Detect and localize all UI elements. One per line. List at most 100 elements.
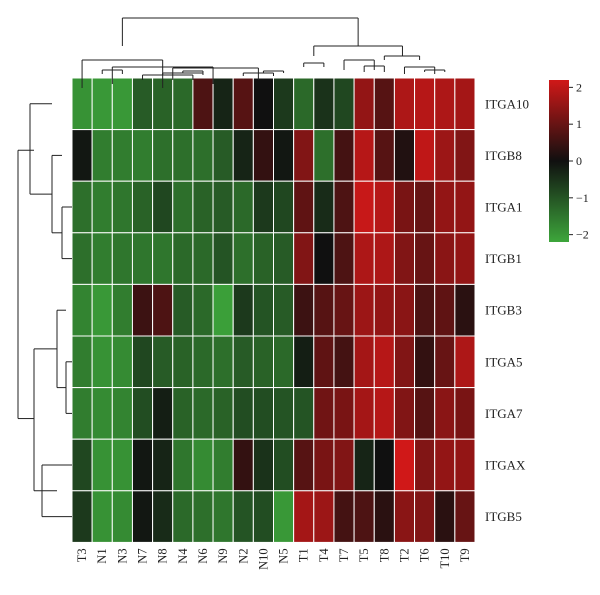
- heatmap-cell-itga7-t3: [71, 387, 93, 440]
- heatmap-cell-itga5-t2: [393, 335, 416, 389]
- row-label-itgb8: ITGB8: [485, 148, 522, 163]
- column-label-n9: N9: [216, 548, 230, 563]
- heatmap-cell-itgax-n10: [252, 438, 275, 492]
- heatmap-cell-itga7-n9: [212, 387, 234, 440]
- heatmap-cell-itgb8-t2: [393, 129, 416, 182]
- heatmap-cell-itga1-t7: [333, 180, 355, 234]
- heatmap-cell-itgb1-t7: [333, 232, 355, 285]
- heatmap-cells: [71, 77, 476, 543]
- heatmap-cell-itga1-t5: [353, 180, 375, 234]
- heatmap-cell-itgb5-t3: [71, 490, 93, 543]
- heatmap-cell-itga5-t5: [353, 335, 375, 389]
- heatmap-cell-itgb8-t10: [434, 129, 456, 182]
- row-label-itga1: ITGA1: [485, 200, 523, 215]
- column-label-t2: T2: [397, 548, 411, 562]
- heatmap-cell-itga7-t2: [393, 387, 416, 440]
- heatmap-cell-itgb5-n1: [91, 490, 113, 543]
- heatmap-cell-itgb3-n2: [232, 283, 254, 337]
- heatmap-cell-itga1-n4: [172, 180, 194, 234]
- heatmap-cell-itga5-t8: [373, 335, 395, 389]
- heatmap-cell-itgax-t1: [293, 438, 315, 492]
- heatmap-cell-itga7-t9: [454, 387, 476, 440]
- heatmap-cell-itga5-n4: [172, 335, 194, 389]
- heatmap-cell-itga7-n2: [232, 387, 254, 440]
- heatmap-cell-itgb8-n3: [111, 129, 133, 182]
- column-label-t8: T8: [377, 548, 391, 562]
- heatmap-cell-itga1-t2: [393, 180, 416, 234]
- column-label-t10: T10: [438, 548, 452, 568]
- heatmap-cell-itgax-n3: [111, 438, 133, 492]
- heatmap-cell-itga7-t6: [414, 387, 436, 440]
- heatmap-cell-itgb5-n3: [111, 490, 133, 543]
- row-label-itga5: ITGA5: [485, 354, 523, 369]
- column-label-t1: T1: [297, 548, 311, 562]
- heatmap-cell-itgb3-t3: [71, 283, 93, 337]
- heatmap-cell-itga5-n8: [152, 335, 174, 389]
- heatmap-cell-itga1-n6: [192, 180, 214, 234]
- heatmap-cell-itga10-n4: [172, 77, 194, 131]
- heatmap-cell-itgb8-t4: [313, 129, 335, 182]
- heatmap-cell-itga5-n2: [232, 335, 254, 389]
- heatmap-cell-itgb3-t2: [393, 283, 416, 337]
- heatmap-cell-itgb1-n5: [273, 232, 295, 285]
- heatmap-cell-itga7-n10: [252, 387, 275, 440]
- heatmap-cell-itga5-n9: [212, 335, 234, 389]
- heatmap-cell-itga5-n6: [192, 335, 214, 389]
- heatmap-cell-itga1-n3: [111, 180, 133, 234]
- heatmap-cell-itga10-t8: [373, 77, 395, 131]
- heatmap-cell-itga10-t1: [293, 77, 315, 131]
- colorbar-gradient: [549, 80, 569, 242]
- heatmap-cell-itgb5-t6: [414, 490, 436, 543]
- heatmap-cell-itga5-t9: [454, 335, 476, 389]
- heatmap-cell-itga10-t2: [393, 77, 416, 131]
- heatmap-cell-itgb3-t10: [434, 283, 456, 337]
- heatmap-cell-itgb1-t3: [71, 232, 93, 285]
- heatmap-cell-itga5-n10: [252, 335, 275, 389]
- heatmap-cell-itgb1-n9: [212, 232, 234, 285]
- heatmap-cell-itgb5-n9: [212, 490, 234, 543]
- heatmap-cell-itgax-n6: [192, 438, 214, 492]
- heatmap-cell-itgb3-t4: [313, 283, 335, 337]
- heatmap-cell-itgb5-t1: [293, 490, 315, 543]
- heatmap-cell-itgb5-n7: [131, 490, 154, 543]
- heatmap-cell-itga5-t10: [434, 335, 456, 389]
- heatmap-cell-itgax-n5: [273, 438, 295, 492]
- heatmap-cell-itgb3-n9: [212, 283, 234, 337]
- heatmap-cell-itgb1-t2: [393, 232, 416, 285]
- column-label-n3: N3: [115, 548, 129, 563]
- heatmap-cell-itgb3-n4: [172, 283, 194, 337]
- heatmap-cell-itgb1-n10: [252, 232, 275, 285]
- heatmap-cell-itga10-t5: [353, 77, 375, 131]
- heatmap-cell-itgb5-t9: [454, 490, 476, 543]
- column-label-n5: N5: [277, 548, 291, 563]
- row-label-itgb1: ITGB1: [485, 251, 522, 266]
- column-label-n10: N10: [256, 548, 270, 570]
- heatmap-cell-itgb1-t1: [293, 232, 315, 285]
- heatmap-cell-itgb3-t7: [333, 283, 355, 337]
- heatmap-cell-itgb1-t6: [414, 232, 436, 285]
- row-labels: ITGA10 ITGB8 ITGA1 ITGB1 ITGB3 ITGA5 ITGA7 ITGA…: [485, 96, 529, 524]
- row-label-itgb5: ITGB5: [485, 509, 522, 524]
- row-label-itga7: ITGA7: [485, 406, 523, 421]
- heatmap-cell-itgb1-n2: [232, 232, 254, 285]
- colorbar-legend: 2 1 0 −1 −2: [549, 80, 589, 242]
- heatmap-cell-itga5-n3: [111, 335, 133, 389]
- heatmap-cell-itga7-n6: [192, 387, 214, 440]
- heatmap-cell-itga1-t4: [313, 180, 335, 234]
- heatmap-cell-itga5-t7: [333, 335, 355, 389]
- heatmap-cell-itga7-t7: [333, 387, 355, 440]
- row-dendrogram: [17, 103, 72, 518]
- heatmap-cell-itgax-t9: [454, 438, 476, 492]
- heatmap-cell-itgb1-t5: [353, 232, 375, 285]
- heatmap-cell-itgax-t6: [414, 438, 436, 492]
- heatmap-cell-itga1-n9: [212, 180, 234, 234]
- heatmap-cell-itgb5-t8: [373, 490, 395, 543]
- heatmap-cell-itgb5-t7: [333, 490, 355, 543]
- heatmap-cell-itgb5-n5: [273, 490, 295, 543]
- heatmap-cell-itga10-t10: [434, 77, 456, 131]
- heatmap-cell-itgb3-n7: [131, 283, 154, 337]
- heatmap-cell-itga1-n10: [252, 180, 275, 234]
- heatmap-cell-itgb8-t8: [373, 129, 395, 182]
- heatmap-cell-itgb5-t4: [313, 490, 335, 543]
- heatmap-cell-itgb1-t9: [454, 232, 476, 285]
